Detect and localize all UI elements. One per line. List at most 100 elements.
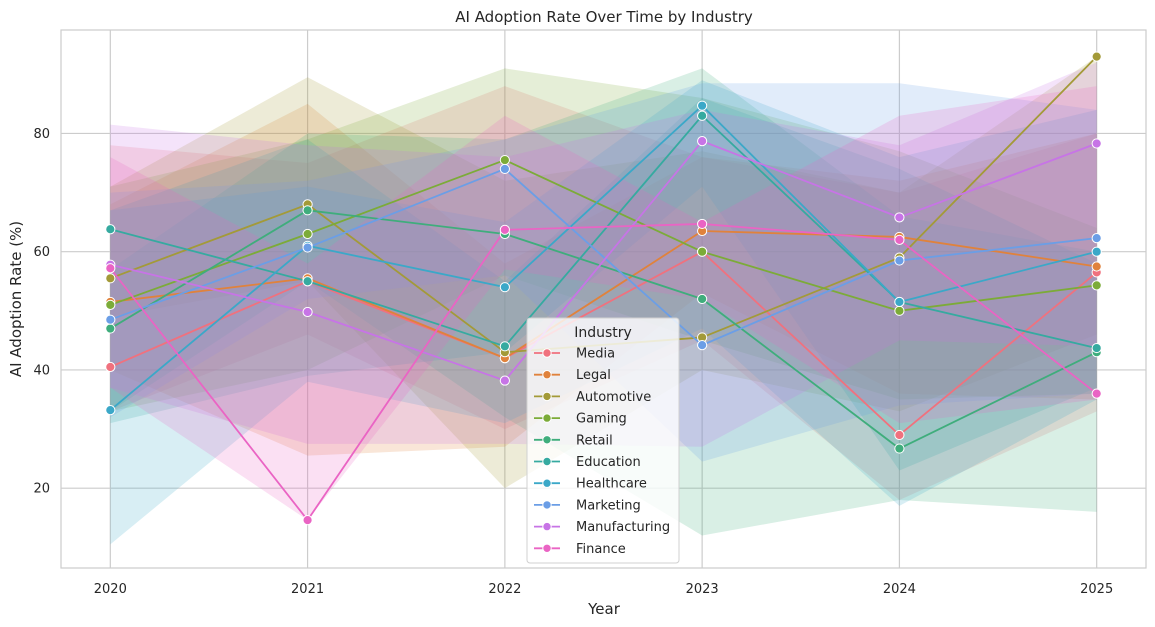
x-tick-label: 2024 (883, 582, 916, 597)
point-education (105, 224, 116, 235)
legend-title: Industry (574, 325, 632, 341)
legend-item-automotive: Automotive (534, 390, 651, 405)
y-tick-label: 80 (33, 127, 50, 142)
legend-label: Healthcare (576, 477, 647, 492)
point-gaming (697, 246, 708, 257)
point-manufacturing (499, 375, 510, 386)
point-retail (894, 443, 905, 454)
band-retail (110, 68, 1097, 536)
point-media (894, 429, 905, 441)
line-media (109, 250, 1098, 436)
point-marketing (697, 340, 708, 351)
point-finance (105, 263, 116, 274)
series-lines (109, 55, 1098, 522)
legend-item-gaming: Gaming (534, 412, 627, 427)
legend-marker (542, 478, 552, 488)
legend-marker (542, 348, 552, 358)
legend-item-media: Media (534, 347, 615, 362)
point-gaming (499, 154, 510, 166)
legend-label: Finance (576, 542, 626, 557)
band-gaming (110, 68, 1097, 412)
legend-items: Media Legal Automotive Gaming Retail Educatio… (534, 347, 670, 557)
legend-marker (542, 370, 552, 380)
legend-item-education: Education (534, 455, 641, 470)
plot-frame (60, 29, 1147, 569)
point-finance (697, 218, 708, 230)
point-healthcare (499, 282, 510, 293)
chart-title: AI Adoption Rate Over Time by Industry (455, 8, 753, 26)
legend-marker (542, 500, 552, 510)
point-healthcare (1091, 246, 1102, 257)
point-automotive (1091, 51, 1102, 62)
point-media (105, 361, 116, 373)
y-tick-label: 40 (33, 363, 50, 378)
line-legal (110, 230, 1097, 360)
legend-marker (542, 543, 552, 553)
band-media (110, 86, 1097, 501)
point-marketing (1091, 233, 1102, 244)
point-gaming (894, 305, 905, 316)
x-tick-label: 2022 (488, 582, 521, 597)
band-manufacturing (110, 62, 1097, 447)
point-retail (302, 205, 313, 216)
x-tick-label: 2025 (1080, 582, 1113, 597)
point-legal (1091, 261, 1102, 272)
line-retail (109, 209, 1098, 450)
legend-box (526, 317, 680, 564)
line-finance (109, 223, 1098, 522)
band-healthcare (110, 80, 1097, 545)
legend-item-finance: Finance (534, 542, 626, 557)
legend-label: Gaming (576, 412, 627, 427)
x-tick-label: 2023 (686, 582, 719, 597)
y-tick-label: 20 (33, 482, 50, 497)
confidence-bands (110, 56, 1097, 545)
legend-item-marketing: Marketing (534, 498, 641, 513)
legend-marker (542, 521, 552, 532)
point-gaming (302, 228, 313, 240)
series-points (105, 51, 1102, 526)
legend-label: Education (576, 455, 641, 470)
tick-labels: 2020 2021 2022 2023 2024 2025 20 40 60 80 (33, 127, 1113, 597)
point-gaming (105, 299, 116, 311)
point-education (302, 276, 313, 287)
point-retail (697, 293, 708, 305)
point-gaming (1091, 280, 1102, 291)
point-education (499, 341, 510, 352)
point-manufacturing (1091, 138, 1102, 149)
point-marketing (894, 255, 905, 266)
legend-label: Manufacturing (576, 520, 670, 535)
line-gaming (110, 159, 1097, 312)
x-axis-label: Year (587, 600, 621, 618)
point-automotive (105, 273, 116, 284)
point-healthcare (894, 296, 905, 308)
line-marketing (110, 168, 1097, 347)
legend-item-manufacturing: Manufacturing (534, 520, 670, 535)
legend: Industry Media Legal Automotive Gaming Retai… (526, 317, 680, 564)
y-tick-label: 60 (33, 245, 50, 260)
legend-label: Legal (576, 368, 611, 383)
band-legal (110, 103, 1097, 456)
line-manufacturing (110, 140, 1097, 382)
legend-item-retail: Retail (534, 433, 613, 448)
legend-label: Automotive (576, 390, 651, 405)
line-healthcare (109, 104, 1097, 411)
band-marketing (110, 83, 1097, 462)
legend-marker (542, 435, 552, 445)
legend-label: Retail (576, 433, 613, 448)
x-tick-label: 2020 (94, 582, 127, 597)
point-finance (1091, 388, 1102, 399)
legend-item-healthcare: Healthcare (534, 477, 647, 492)
y-axis-label: AI Adoption Rate (%) (7, 221, 25, 377)
point-education (697, 110, 708, 121)
point-finance (499, 224, 510, 235)
point-retail (105, 323, 116, 334)
legend-marker (542, 413, 552, 423)
point-finance (894, 234, 905, 245)
point-marketing (105, 314, 116, 325)
x-tick-label: 2021 (291, 582, 324, 597)
band-finance (110, 86, 1097, 521)
point-healthcare (105, 405, 116, 416)
legend-marker (542, 391, 552, 402)
point-manufacturing (697, 136, 708, 147)
